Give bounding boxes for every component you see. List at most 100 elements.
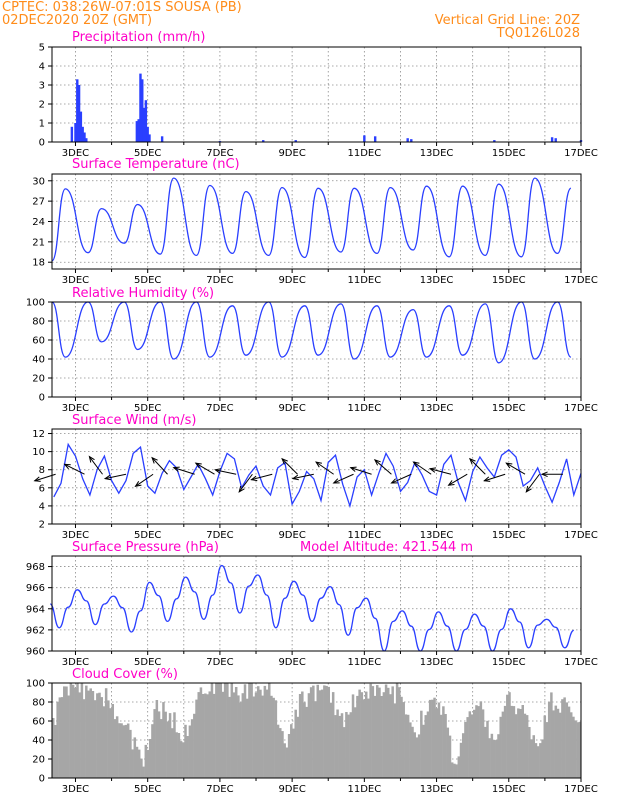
cloud-cover-bar — [532, 735, 536, 778]
cloud-cover-bar — [279, 728, 282, 778]
cloud-cover-bar — [439, 714, 443, 778]
precip-bar — [262, 140, 265, 142]
rh-xtick-label: 3DEC — [62, 403, 89, 414]
cloud-cover-bar — [342, 727, 346, 778]
cloud-cover-bar — [63, 686, 66, 778]
precip-bar — [74, 123, 77, 142]
cloud-cover-bar — [433, 697, 436, 778]
cloud-cover-bar — [294, 709, 297, 778]
cloud-cover-bar — [428, 699, 432, 778]
cloud-cover-bar — [184, 724, 187, 778]
wind-vector-head — [447, 480, 455, 486]
cloud-cover-bar — [301, 691, 304, 778]
cloud-xtick-label: 13DEC — [420, 784, 454, 795]
cloud-ytick-label: 60 — [32, 717, 45, 728]
precip-xtick-label: 9DEC — [278, 148, 305, 159]
cloud-cover-bar — [371, 686, 375, 778]
cloud-cover-bar — [413, 732, 416, 778]
wind-xtick-label: 9DEC — [278, 530, 305, 541]
cloud-cover-bar — [466, 717, 469, 778]
cloud-cover-bar — [468, 711, 472, 778]
wind-title: Surface Wind (m/s) — [72, 413, 196, 428]
temp-xtick-label: 5DEC — [134, 275, 161, 286]
wind-speed-line — [53, 442, 582, 509]
cloud-cover-bar — [530, 739, 533, 778]
cloud-cover-bar — [259, 689, 262, 778]
cloud-cover-bar — [230, 683, 234, 778]
cloud-cover-bar — [325, 685, 328, 778]
cloud-cover-bar — [384, 684, 388, 778]
precip-xtick-label: 5DEC — [134, 148, 161, 159]
cloud-cover-bar — [268, 683, 271, 778]
temp-ytick-label: 30 — [32, 176, 45, 187]
wind-vector-head — [332, 478, 340, 484]
cloud-cover-bar — [574, 720, 577, 778]
wind-vector — [135, 473, 154, 487]
rh-xtick-label: 7DEC — [206, 403, 233, 414]
cloud-xtick-label: 15DEC — [492, 784, 526, 795]
cloud-cover-bar — [186, 736, 189, 778]
cloud-cover-bar — [54, 725, 57, 778]
cloud-cover-bar — [334, 715, 337, 778]
cloud-cover-bar — [146, 749, 150, 778]
wind-xtick-label: 11DEC — [347, 530, 381, 541]
precip-xtick-label: 11DEC — [347, 148, 381, 159]
cloud-cover-bar — [171, 728, 174, 778]
cloud-cover-bar — [85, 685, 88, 778]
wind-vector — [374, 459, 392, 475]
temp-ytick-label: 27 — [32, 197, 45, 208]
cloud-cover-bar — [270, 695, 273, 778]
cloud-cover-bar — [208, 691, 211, 778]
cloud-cover-bar — [345, 712, 348, 778]
cloud-cover-bar — [67, 695, 70, 778]
wind-vector — [484, 473, 506, 482]
precip-xtick-label: 15DEC — [492, 148, 526, 159]
cloud-cover-bar — [131, 749, 134, 778]
cloud-cover-bar — [93, 700, 97, 778]
precip-bar — [550, 137, 554, 142]
temperature-title: Surface Temperature (nC) — [72, 157, 240, 172]
cloud-cover-bar — [572, 716, 575, 778]
cloud-cover-bar — [415, 737, 419, 778]
wind-vector-head — [281, 457, 288, 465]
wind-vector — [525, 473, 540, 493]
cloud-cover-bar — [367, 698, 370, 778]
rh-plot-frame — [51, 301, 582, 398]
cloud-cover-bar — [287, 734, 291, 778]
cloud-cover-bar — [558, 712, 562, 778]
cloud-cover-bar — [329, 702, 333, 778]
wind-ytick-label: 10 — [32, 447, 45, 458]
temp-xtick-label: 3DEC — [62, 275, 89, 286]
cloud-cover-bar — [153, 709, 156, 778]
precip-bar — [294, 140, 297, 142]
precip-bar — [144, 100, 148, 142]
cloud-cover-bar — [550, 692, 553, 778]
cloud-cover-bar — [160, 719, 163, 778]
cloud-cover-bar — [188, 725, 192, 778]
cloud-cover-bar — [215, 683, 218, 778]
cloud-cover-bar — [525, 715, 529, 778]
precip-ytick-label: 0 — [39, 138, 45, 149]
wind-vector-head — [468, 457, 476, 465]
pres-series-line — [49, 564, 575, 652]
precip-bar — [373, 136, 377, 142]
precip-bar — [406, 138, 409, 142]
cloud-cover-bar — [60, 697, 64, 778]
cloud-cover-bar — [360, 692, 364, 778]
cloud-cover-bar — [56, 701, 59, 778]
cloud-cover-bar — [239, 702, 242, 778]
cloud-cover-bar — [406, 714, 410, 778]
cloud-plot-frame — [51, 682, 582, 779]
cloud-cover-bar — [470, 714, 474, 778]
pres-xtick-label: 3DEC — [62, 657, 89, 668]
cloud-cover-bar — [309, 687, 313, 778]
cloud-cover-bar — [175, 732, 178, 778]
wind-xtick-label: 5DEC — [134, 530, 161, 541]
cloud-cover-bar — [541, 739, 544, 778]
cloud-cover-bar — [490, 733, 494, 778]
cloud-ytick-label: 80 — [32, 698, 45, 709]
cloud-cover-bar — [115, 716, 119, 778]
cloud-cover-bar — [89, 688, 92, 778]
cloud-cover-bar — [234, 687, 238, 778]
wind-ytick-label: 8 — [39, 465, 45, 476]
